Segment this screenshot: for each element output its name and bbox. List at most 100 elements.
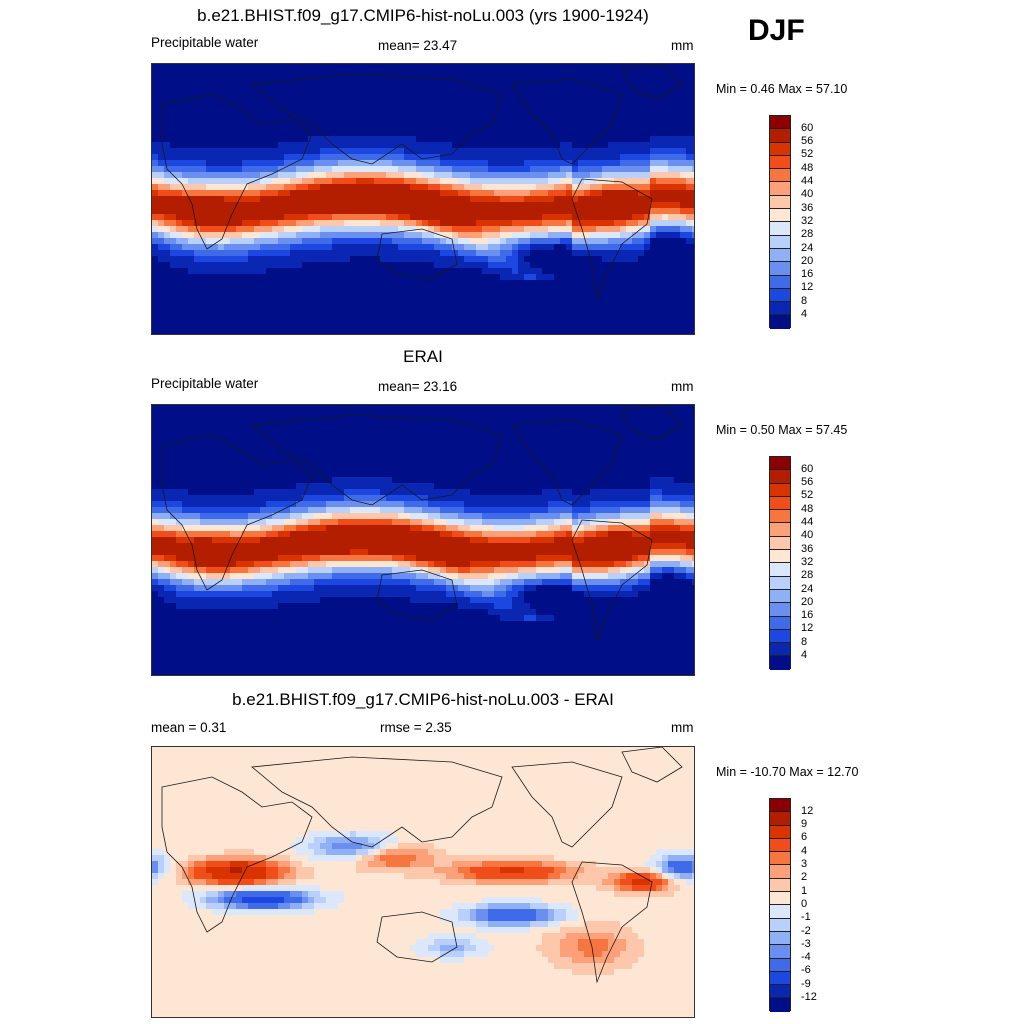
map-cell [338,124,345,131]
map-cell [302,154,309,161]
map-cell [230,160,237,167]
map-cell [566,304,573,311]
map-cell [218,423,225,430]
map-cell [362,160,369,167]
map-cell [506,274,513,281]
map-cell [314,250,321,257]
map-cell [650,250,657,257]
map-cell [386,202,393,209]
map-cell [170,316,177,323]
map-cell [458,106,465,113]
map-cell [632,304,639,311]
map-cell [494,112,501,119]
map-cell [302,214,309,221]
map-cell [488,447,495,454]
map-cell [416,82,423,89]
map-cell [338,429,345,436]
map-cell [266,274,273,281]
map-cell [494,328,501,334]
map-cell [506,136,513,143]
map-cell [326,130,333,137]
map-cell [500,286,507,293]
map-cell [206,322,213,329]
map-cell [284,106,291,113]
map-cell [194,274,201,281]
map-cell [230,220,237,227]
map-cell [572,130,579,137]
map-cell [590,112,597,119]
map-cell [608,88,615,95]
panel1-units-label: mm [671,38,694,53]
map-cell [434,82,441,89]
map-cell [302,184,309,191]
map-cell [536,178,543,185]
map-cell [476,118,483,125]
map-cell [254,190,261,197]
map-cell [176,286,183,293]
map-cell [284,202,291,209]
map-cell [284,220,291,227]
map-cell [686,429,693,436]
map-cell [254,112,261,119]
map-cell [680,316,687,323]
map-cell [290,423,297,430]
map-cell [272,250,279,257]
map-cell [500,310,507,317]
map-cell [650,262,657,269]
map-cell [512,453,519,460]
map-cell [692,250,694,257]
map-cell [422,238,429,245]
map-cell [320,250,327,257]
map-cell [536,256,543,263]
map-cell [632,286,639,293]
map-cell [464,118,471,125]
map-cell [218,124,225,131]
map-cell [302,70,309,77]
map-cell [662,429,669,436]
map-cell [242,310,249,317]
map-cell [380,405,387,412]
map-cell [482,322,489,329]
map-cell [362,220,369,227]
map-cell [224,124,231,131]
map-cell [602,154,609,161]
map-cell [386,280,393,287]
map-cell [536,441,543,448]
map-cell [560,435,567,442]
map-cell [380,76,387,83]
map-cell [242,274,249,281]
map-cell [494,232,501,239]
map-cell [164,322,171,329]
map-cell [224,256,231,263]
map-cell [380,190,387,197]
map-cell [290,124,297,131]
map-cell [656,184,663,191]
map-cell [524,435,531,442]
map-cell [536,238,543,245]
map-cell [218,148,225,155]
map-cell [404,148,411,155]
map-cell [530,148,537,155]
map-cell [314,328,321,334]
map-cell [332,453,339,460]
map-cell [224,184,231,191]
map-cell [236,262,243,269]
map-cell [488,310,495,317]
map-cell [356,208,363,215]
map-cell [314,405,321,412]
map-cell [236,70,243,77]
map-cell [536,250,543,257]
map-cell [260,298,267,305]
map-cell [464,262,471,269]
map-cell [536,202,543,209]
map-cell [626,136,633,143]
map-cell [158,405,165,412]
map-cell [476,142,483,149]
map-cell [350,88,357,95]
map-cell [560,184,567,191]
map-cell [692,172,694,179]
map-cell [488,100,495,107]
map-cell [620,76,627,83]
map-cell [662,441,669,448]
map-cell [428,214,435,221]
